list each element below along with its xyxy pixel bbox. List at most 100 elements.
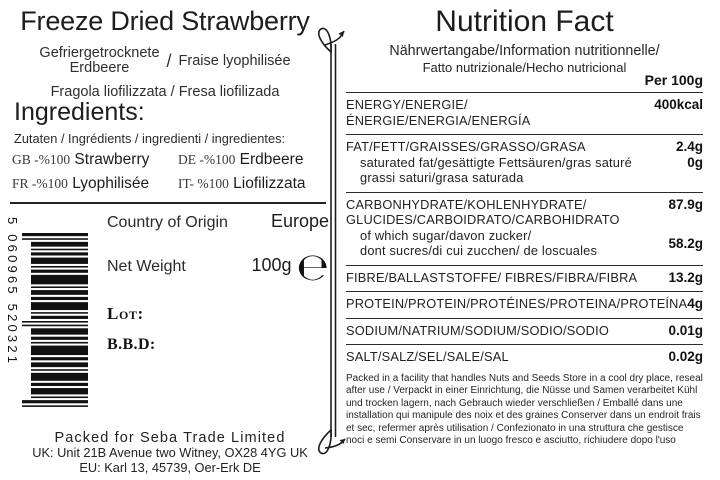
- nutrient-labels: ENERGY/ENERGIE/ ÉNERGIE/ENERGIA/ENERGÍA: [346, 97, 646, 128]
- net-weight-value: 100g: [251, 255, 292, 275]
- product-subtitle-de-fr: Gefriergetrocknete Erdbeere / Fraise lyo…: [0, 46, 330, 76]
- net-weight-row: Net Weight 100g ℮: [107, 248, 329, 286]
- barcode-bars-icon: [22, 233, 88, 407]
- nutrition-segment: saturated fat/gesättigte Fettsäuren/gras…: [346, 155, 703, 186]
- nutrition-table: ENERGY/ENERGIE/ ÉNERGIE/ENERGIA/ENERGÍA 4…: [346, 92, 703, 367]
- nutrition-panel: Nutrition Fact Nährwertangabe/Informatio…: [346, 0, 703, 448]
- nutrient-labels: SODIUM/NATRIUM/SODIUM/SODIO/SODIO: [346, 323, 609, 339]
- ingredient-lang-code: FR -%100: [12, 176, 68, 191]
- barcode-number: 5 060965 520321: [5, 217, 20, 367]
- ingredient-item: DE -%100 Erdbeere: [178, 151, 326, 169]
- ingredient-item: GB -%100 Strawberry: [12, 151, 178, 169]
- nutrient-label: SODIUM/NATRIUM/SODIUM/SODIO/SODIO: [346, 322, 610, 338]
- nutrient-value: 13.2g: [668, 269, 703, 285]
- nutrient-labels: FAT/FETT/GRAISSES/GRASSO/GRASA: [346, 139, 586, 155]
- nutrient-labels: CARBONHYDRATE/KOHLENHYDRATE/GLUCIDES/CAR…: [346, 197, 620, 228]
- row-separator: [346, 191, 703, 193]
- nutrient-value: 4g: [687, 296, 703, 311]
- nutrition-row: FIBRE/BALLASTSTOFFE/ FIBRES/FIBRA/FIBRA 1…: [346, 269, 703, 288]
- nutrient-label: of which sugar/davon zucker/: [360, 227, 532, 243]
- subtitle-german-line2: Erdbeere: [69, 60, 130, 76]
- nutrition-row: SALT/SALZ/SEL/SALE/SAL 0.02g: [346, 348, 703, 367]
- product-subtitle-it-es: Fragola liofilizzata / Fresa liofilizada: [50, 84, 280, 100]
- row-separator: [346, 264, 703, 266]
- address-uk: UK: Unit 21B Avenue two Witney, OX28 4YG…: [32, 445, 308, 460]
- stem-divider-icon: [317, 27, 346, 455]
- nutrition-subtitle-line1: Nährwertangabe/Information nutritionnell…: [389, 43, 660, 59]
- product-fields: Country of Origin Europe Net Weight 100g…: [107, 211, 329, 354]
- nutrient-labels: of which sugar/davon zucker/dont sucres/…: [346, 228, 597, 259]
- subtitle-german: Gefriergetrocknete Erdbeere: [39, 46, 159, 76]
- ingredients-heading: Ingredients:: [14, 98, 145, 126]
- product-title: Freeze Dried Strawberry: [20, 6, 310, 36]
- ingredient-lang-code: DE -%100: [178, 152, 236, 167]
- ingredient-name: Liofilizzata: [228, 175, 306, 192]
- ingredient-lang-code: GB -%100: [12, 152, 71, 167]
- nutrient-label: ENERGY/ENERGIE/ ÉNERGIE/ENERGIA/ENERGÍA: [346, 97, 531, 128]
- packed-for-line: Packed for Seba Trade Limited: [54, 430, 286, 446]
- nutrient-value: 0.01g: [668, 322, 703, 338]
- nutrient-labels: FIBRE/BALLASTSTOFFE/ FIBRES/FIBRA/FIBRA: [346, 270, 637, 286]
- nutrition-segment: SODIUM/NATRIUM/SODIUM/SODIO/SODIO 0.01g: [346, 323, 703, 339]
- nutrition-row: ENERGY/ENERGIE/ ÉNERGIE/ENERGIA/ENERGÍA 4…: [346, 96, 703, 130]
- subtitle-separator: /: [166, 50, 172, 71]
- nutrition-segment: FIBRE/BALLASTSTOFFE/ FIBRES/FIBRA/FIBRA 1…: [346, 270, 703, 286]
- net-weight-label: Net Weight: [107, 258, 186, 275]
- nutrient-labels: PROTEIN/PROTEIN/PROTÉINES/PROTEINA/PROTE…: [346, 296, 688, 312]
- nutrition-segment: PROTEIN/PROTEIN/PROTÉINES/PROTEINA/PROTE…: [346, 296, 703, 312]
- nutrient-label: dont sucres/di cui zucchen/ de loscuales: [360, 243, 598, 258]
- barcode: 5 060965 520321: [5, 217, 93, 419]
- address-eu: EU: Karl 13, 45739, Oer-Erk DE: [79, 459, 261, 475]
- nutrition-segment: CARBONHYDRATE/KOHLENHYDRATE/GLUCIDES/CAR…: [346, 197, 703, 228]
- left-panel: Freeze Dried Strawberry Gefriergetrockne…: [0, 0, 338, 480]
- nutrition-segment: ENERGY/ENERGIE/ ÉNERGIE/ENERGIA/ENERGÍA 4…: [346, 97, 703, 128]
- subtitle-german-line1: Gefriergetrocknete: [39, 45, 160, 61]
- row-separator: [346, 291, 703, 292]
- ingredients-grid: GB -%100 Strawberry DE -%100 Erdbeere FR -…: [12, 151, 326, 193]
- row-separator: [346, 344, 703, 345]
- nutrient-label: saturated fat/gesättigte Fettsäuren/gras…: [360, 154, 632, 170]
- packer-info: Packed for Seba Trade Limited UK: Unit 2…: [0, 430, 340, 475]
- subtitle-french: Fraise lyophilisée: [178, 53, 291, 69]
- nutrient-label: FIBRE/BALLASTSTOFFE/ FIBRES/FIBRA/FIBRA: [346, 269, 638, 285]
- row-separator: [346, 134, 703, 135]
- nutrition-title: Nutrition Fact: [435, 5, 614, 38]
- nutrient-label: PROTEIN/PROTEIN/PROTÉINES/PROTEINA/PROTE…: [346, 296, 688, 311]
- nutrition-segment: SALT/SALZ/SEL/SALE/SAL 0.02g: [346, 349, 703, 365]
- nutrient-labels: saturated fat/gesättigte Fettsäuren/gras…: [346, 155, 632, 186]
- nutrition-row: SODIUM/NATRIUM/SODIUM/SODIO/SODIO 0.01g: [346, 322, 703, 341]
- nutrient-label: grassi saturi/grasa saturada: [360, 170, 524, 185]
- nutrient-labels: SALT/SALZ/SEL/SALE/SAL: [346, 349, 509, 365]
- ingredient-item: IT- %100 Liofilizzata: [178, 175, 326, 193]
- nutrient-label: SALT/SALZ/SEL/SALE/SAL: [346, 349, 509, 364]
- nutrition-row: CARBONHYDRATE/KOHLENHYDRATE/GLUCIDES/CAR…: [346, 196, 703, 261]
- storage-note: Packed in a facility that handles Nuts a…: [346, 372, 703, 447]
- ingredient-name: Strawberry: [70, 151, 150, 168]
- nutrient-value: 58.2g: [668, 235, 703, 251]
- nutrient-value: 400kcal: [654, 97, 703, 112]
- nutrition-segment: FAT/FETT/GRAISSES/GRASSO/GRASA 2.4g: [346, 139, 703, 155]
- ingredient-item: FR -%100 Lyophilisée: [12, 175, 178, 193]
- lot-label: Lot:: [107, 304, 144, 323]
- nutrient-value: 0.02g: [668, 349, 703, 364]
- origin-value: Europe: [270, 211, 329, 231]
- left-divider-rule: [10, 202, 326, 204]
- ingredient-lang-code: IT- %100: [178, 176, 229, 191]
- nutrient-value: 2.4g: [675, 139, 703, 154]
- ingredient-name: Erdbeere: [235, 151, 304, 168]
- row-separator: [346, 92, 703, 93]
- nutrient-label: FAT/FETT/GRAISSES/GRASSO/GRASA: [346, 139, 586, 154]
- bbd-label: B.B.D:: [107, 336, 156, 353]
- nutrition-row: FAT/FETT/GRAISSES/GRASSO/GRASA 2.4g satura…: [346, 138, 703, 188]
- nutrient-label: CARBONHYDRATE/KOHLENHYDRATE/: [346, 196, 587, 212]
- nutrition-row: PROTEIN/PROTEIN/PROTÉINES/PROTEINA/PROTE…: [346, 295, 703, 314]
- origin-row: Country of Origin Europe: [107, 211, 329, 232]
- nutrient-label: GLUCIDES/CARBOIDRATO/CARBOHIDRATO: [346, 212, 620, 227]
- ingredients-subheading: Zutaten / Ingrédients / ingredienti / in…: [14, 131, 286, 146]
- nutrition-segment: of which sugar/davon zucker/dont sucres/…: [346, 228, 703, 259]
- row-separator: [346, 317, 703, 319]
- per-100g-label: Per 100g: [644, 72, 703, 88]
- nutrient-value: 87.9g: [668, 196, 703, 212]
- origin-label: Country of Origin: [107, 214, 228, 231]
